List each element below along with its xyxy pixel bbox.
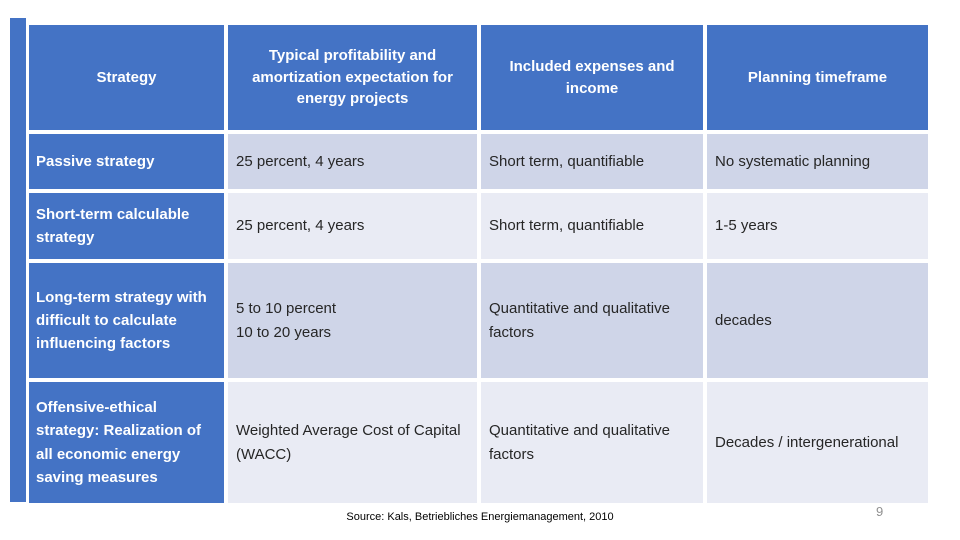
table-cell: decades — [707, 263, 928, 378]
source-citation: Source: Kals, Betriebliches Energiemanag… — [346, 511, 614, 523]
left-accent-bar — [10, 18, 26, 502]
column-header-profitability: Typical profitability and amortization e… — [228, 25, 477, 130]
table-cell: 1-5 years — [707, 193, 928, 259]
table-cell: Decades / intergenerational — [707, 382, 928, 503]
table-cell: 25 percent, 4 years — [228, 193, 477, 259]
row-header-passive-strategy: Passive strategy — [29, 134, 224, 189]
column-header-timeframe: Planning timeframe — [707, 25, 928, 130]
table-cell: Short term, quantifiable — [481, 193, 703, 259]
table-cell: Quantitative and qualitative factors — [481, 263, 703, 378]
row-header-short-term-strategy: Short-term calculable strategy — [29, 193, 224, 259]
table-cell: Short term, quantifiable — [481, 134, 703, 189]
page-number: 9 — [876, 504, 884, 519]
column-header-strategy: Strategy — [29, 25, 224, 130]
table-cell: Quantitative and qualitative factors — [481, 382, 703, 503]
strategy-table: Strategy Typical profitability and amort… — [29, 25, 928, 503]
table-cell: Weighted Average Cost of Capital (WACC) — [228, 382, 477, 503]
table-cell: 25 percent, 4 years — [228, 134, 477, 189]
column-header-expenses: Included expenses and income — [481, 25, 703, 130]
row-header-long-term-strategy: Long-term strategy with difficult to cal… — [29, 263, 224, 378]
row-header-offensive-ethical-strategy: Offensive-ethical strategy: Realization … — [29, 382, 224, 503]
table-cell: 5 to 10 percent 10 to 20 years — [228, 263, 477, 378]
table-cell: No systematic planning — [707, 134, 928, 189]
